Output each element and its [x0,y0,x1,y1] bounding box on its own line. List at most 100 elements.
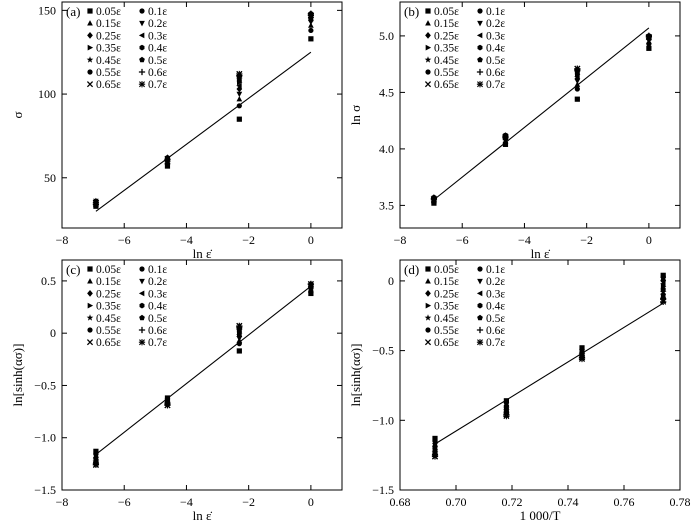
data-point [139,20,145,27]
marker-square [236,116,242,122]
legend-label: 0.4ε [486,43,505,55]
data-point [660,298,667,305]
data-point [425,278,431,284]
y-tick-label: 4.5 [379,85,394,99]
data-point [139,278,145,285]
marker-square [308,36,314,42]
data-point [431,453,439,460]
legend-label: 0.05ε [96,264,121,276]
legend-entry: 0.05ε [87,6,121,18]
data-point [476,290,483,297]
marker-asterisk [476,81,484,88]
y-tick-label: 4.0 [379,142,394,156]
marker-x [424,81,432,88]
legend-entry: 0.5ε [477,313,505,325]
data-point [139,314,145,321]
legend-label: 0.45ε [434,313,459,325]
legend-label: 0.3ε [486,288,505,300]
legend-label: 0.2ε [148,18,167,30]
fit-line [95,51,312,212]
legend-label: 0.1ε [486,6,505,18]
marker-pentagon [477,314,483,321]
y-tick-label: −1.0 [372,413,394,427]
data-point [424,81,432,88]
panel-label: (b) [404,4,419,19]
marker-triangle-left [138,32,145,39]
panel-label: (a) [66,4,80,19]
legend-entry: 0.65ε [86,337,121,349]
y-tick-label: 100 [38,87,56,101]
data-point [425,32,431,39]
data-point [477,44,483,51]
data-point [645,33,653,41]
legend-label: 0.1ε [148,264,167,276]
data-point [138,68,146,76]
x-tick-label: 0.70 [446,495,467,509]
marker-asterisk [660,298,667,305]
legend-entry: 0.6ε [138,325,167,337]
marker-plus [476,68,484,76]
legend-entry: 0.4ε [139,43,167,55]
marker-asterisk [431,453,439,460]
data-point [660,280,666,287]
legend-entry: 0.3ε [138,288,167,300]
marker-triangle-right [425,302,432,309]
legend-entry: 0.05ε [87,264,121,276]
data-point [236,116,242,122]
legend-label: 0.5ε [486,313,505,325]
legend-label: 0.65ε [96,337,121,349]
x-axis-label: ln ε̇ [193,246,213,261]
marker-diamond [236,332,243,340]
marker-triangle-up [87,20,93,26]
marker-pentagon [139,314,145,321]
legend-label: 0.45ε [434,55,459,67]
x-tick-label: −2 [242,495,255,509]
legend-entry: 0.05ε [425,264,459,276]
marker-triangle-up [87,278,93,284]
marker-x [86,339,94,346]
marker-asterisk [645,33,653,41]
y-tick-label: −1.5 [372,483,394,497]
y-tick-label: −0.5 [34,378,56,392]
marker-hexagon [139,302,145,309]
data-point [139,8,145,14]
marker-square [425,266,431,272]
x-tick-label: 0 [308,233,314,247]
chart-panel-3: −8 −6 −4 −2 0 −1.5 −1.0 −0.5 0 0.5 ln ε̇ ln[sinh(ασ… [10,259,343,523]
legend-label: 0.55ε [434,325,459,337]
marker-asterisk [138,339,146,346]
data-point [432,435,438,442]
marker-x [424,339,432,346]
marker-plus [476,326,484,334]
data-point [138,32,145,39]
legend-label: 0.35ε [434,43,459,55]
plot-frame [61,259,343,491]
marker-asterisk [574,65,581,72]
marker-circle [574,86,580,92]
legend-entry: 0.65ε [424,337,459,349]
data-point [477,56,483,63]
legend-label: 0.65ε [434,79,459,91]
data-point [92,461,100,469]
marker-triangle-right [87,302,94,309]
marker-circle [87,327,93,333]
marker-plus [138,326,146,334]
legend-entry: 0.5ε [139,313,167,325]
data-point [659,288,667,295]
data-point [139,266,145,272]
marker-star [86,314,94,321]
legend-entry: 0.45ε [86,313,121,325]
chart-panel-1: −8 −6 −4 −2 0 50 100 150 ln ε̇ σ (a) 0.05ε 0.1ε 0.15ε… [10,1,343,261]
data-point [425,8,431,14]
marker-star [424,314,432,321]
panel-label: (d) [404,262,419,277]
legend-label: 0.35ε [96,43,121,55]
marker-plus [138,68,146,76]
legend-entry: 0.7ε [476,79,505,91]
data-point [138,339,146,346]
data-point [86,314,94,321]
legend-label: 0.6ε [486,325,505,337]
x-tick-label: 0.68 [390,495,411,509]
x-tick-label: −6 [118,495,131,509]
data-point [236,348,242,354]
